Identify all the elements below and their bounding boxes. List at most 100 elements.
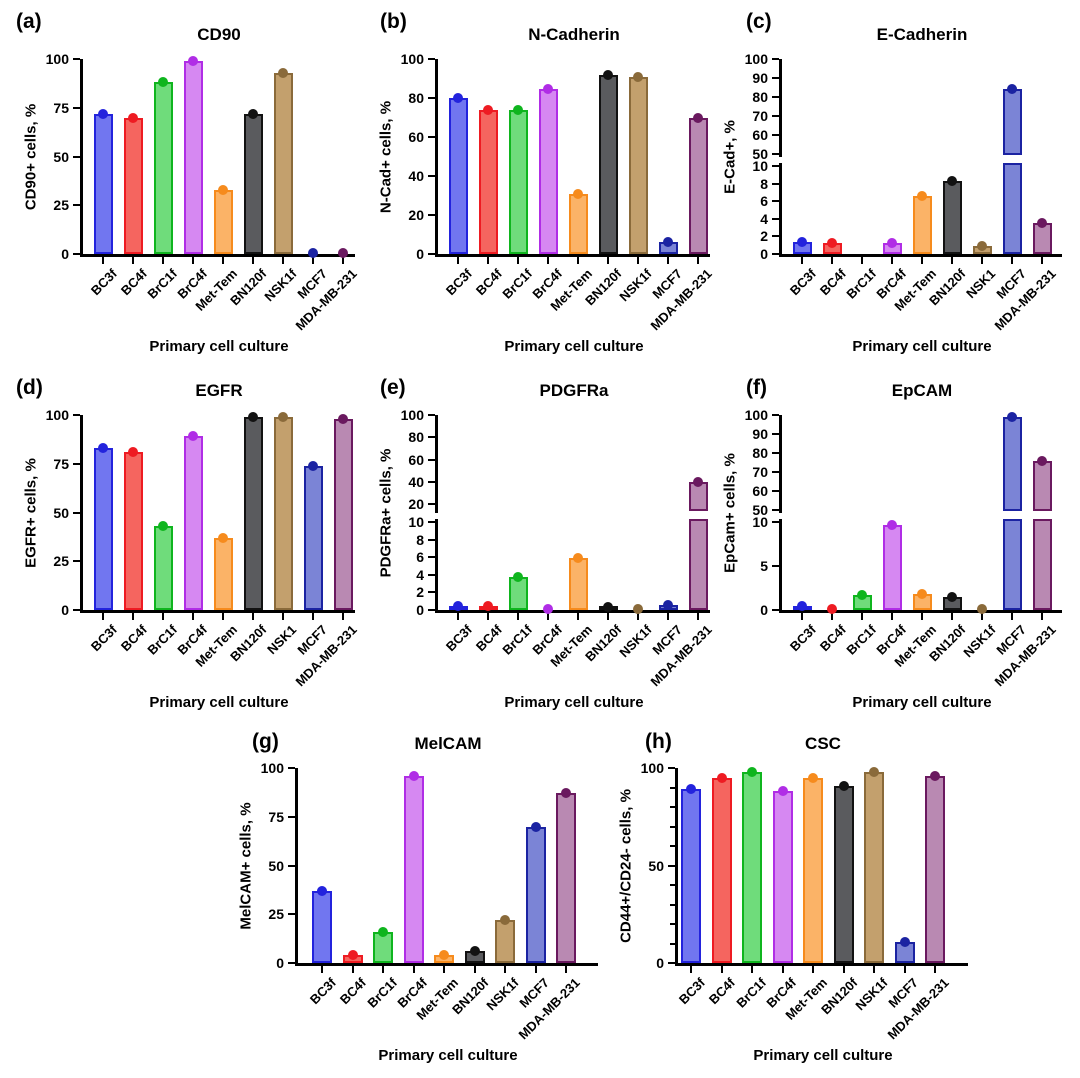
x-axis-label: Primary cell culture [753, 1047, 893, 1064]
bar-met-tem [912, 195, 932, 254]
y-tick-label: 80 [408, 90, 424, 106]
x-tick-mark [222, 613, 224, 620]
data-point-brc4f [777, 786, 788, 797]
data-point-mda-mb-231 [1037, 455, 1047, 466]
x-tick-mark [607, 257, 609, 264]
x-tick-mark [457, 257, 459, 264]
y-tick-label: 100 [640, 760, 664, 776]
y-tick-label: 25 [268, 906, 284, 923]
y-tick-mark [288, 864, 295, 867]
y-tick-label: 50 [53, 504, 69, 521]
y-minor-tick-mark [670, 786, 675, 789]
bar-mcf7 [1002, 416, 1022, 511]
data-point-mda-mb-231 [1037, 218, 1047, 229]
category-label-bc3f: BC3f [786, 622, 819, 655]
x-tick-mark [637, 613, 639, 620]
x-tick-mark [132, 613, 134, 620]
data-point-brc1f [513, 104, 523, 115]
y-tick-mark [73, 414, 80, 416]
y-tick-mark [668, 767, 675, 769]
bar-bc4f [711, 777, 732, 963]
plot-area: 0 25 50 75 100 BC3f BC4f BrC1f BrC4f Met-Tem BN120… [46, 51, 360, 333]
x-tick-mark [192, 613, 194, 620]
x-axis-label: Primary cell culture [504, 694, 644, 711]
x-tick-mark [565, 966, 567, 973]
data-point-mda-mb-231 [693, 112, 703, 123]
x-tick-mark [951, 257, 953, 264]
y-tick-label: 40 [408, 474, 424, 491]
plot-area: 0 50 100 BC3f BC4f BrC1f BrC4f Met-Tem BN120f NSK… [641, 760, 968, 1042]
data-point-brc1f [857, 590, 867, 601]
x-tick-mark [252, 613, 254, 620]
category-label-nsk1: NSK1 [963, 266, 999, 302]
data-point-bc4f [483, 600, 493, 611]
chart-panel-melcam: (g) MelCAM MelCAM+ cells, % Primary cell cu… [234, 718, 646, 1078]
y-tick-mark [772, 509, 779, 511]
y-tick-label: 75 [53, 99, 69, 116]
category-label-brc1f: BrC1f [732, 975, 769, 1011]
y-tick-label: 90 [752, 70, 768, 86]
bar-mcf7 [1002, 163, 1022, 254]
data-point-mcf7 [530, 821, 541, 832]
x-tick-mark [162, 613, 164, 620]
panel-letter: (h) [645, 730, 672, 753]
chart-title: N-Cadherin [528, 25, 620, 44]
x-tick-mark [697, 613, 699, 620]
x-tick-mark [934, 966, 936, 973]
y-tick-label: 75 [53, 455, 69, 472]
panel-letter: (f) [746, 376, 767, 399]
data-point-bn120f [248, 108, 258, 119]
category-label-bc4f: BC4f [472, 622, 505, 655]
plot-area: 0 2 4 6 8 10 50 60 70 80 90 100 BC3f BC4f BrC1f BrC4f Me… [745, 51, 1062, 333]
category-label-brc1f: BrC1f [498, 266, 535, 302]
data-point-bc3f [453, 600, 463, 611]
x-tick-mark [282, 613, 284, 620]
y-tick-label: 70 [752, 108, 768, 124]
data-point-bn120f [603, 601, 613, 612]
bar-brc1f [508, 577, 528, 610]
y-minor-tick-mark [670, 845, 675, 847]
y-tick-mark [668, 864, 675, 867]
bar-mda-mb-231 [688, 519, 708, 610]
data-point-mcf7 [308, 460, 318, 471]
x-tick-mark [873, 966, 875, 973]
x-tick-mark [457, 613, 459, 620]
data-point-mda-mb-231 [930, 770, 940, 781]
chart-panel-cd90: (a) CD90 CD90+ cells, % Primary cell cultur… [4, 2, 360, 360]
x-tick-mark [547, 257, 549, 264]
category-label-bc4f: BC4f [816, 266, 849, 299]
x-tick-mark [1041, 257, 1043, 264]
y-tick-label: 6 [760, 193, 768, 210]
panel-letter: (a) [16, 10, 42, 33]
x-tick-mark [382, 966, 384, 973]
y-tick-mark [772, 165, 779, 167]
category-label-bc3f: BC3f [306, 975, 339, 1008]
data-point-bn120f [248, 411, 258, 422]
y-tick-label: 90 [752, 426, 768, 442]
data-point-bc3f [98, 443, 108, 454]
data-point-bc4f [716, 772, 727, 783]
x-tick-mark [102, 257, 104, 264]
bar-mcf7 [525, 826, 546, 963]
x-axis-line [779, 254, 1062, 257]
bar-bc4f [478, 109, 498, 254]
category-label-bc3f: BC3f [675, 975, 708, 1008]
y-tick-mark [772, 182, 779, 185]
y-tick-mark [772, 433, 779, 435]
bar-brc4f [183, 436, 203, 610]
x-tick-mark [831, 257, 833, 264]
y-tick-label: 40 [408, 168, 424, 184]
y-tick-label: 0 [61, 246, 69, 262]
bar-mda-mb-231 [1032, 519, 1052, 610]
panel-letter: (c) [746, 10, 772, 33]
x-tick-mark [842, 966, 845, 973]
x-tick-mark [1011, 613, 1013, 620]
y-tick-label: 6 [416, 549, 424, 566]
y-tick-label: 25 [53, 197, 69, 214]
x-tick-mark [667, 613, 669, 620]
y-minor-tick-mark [670, 806, 675, 808]
y-minor-tick-mark [670, 884, 675, 886]
x-tick-mark [751, 966, 753, 973]
x-tick-mark [443, 966, 445, 973]
bar-mda-mb-231 [688, 117, 708, 254]
